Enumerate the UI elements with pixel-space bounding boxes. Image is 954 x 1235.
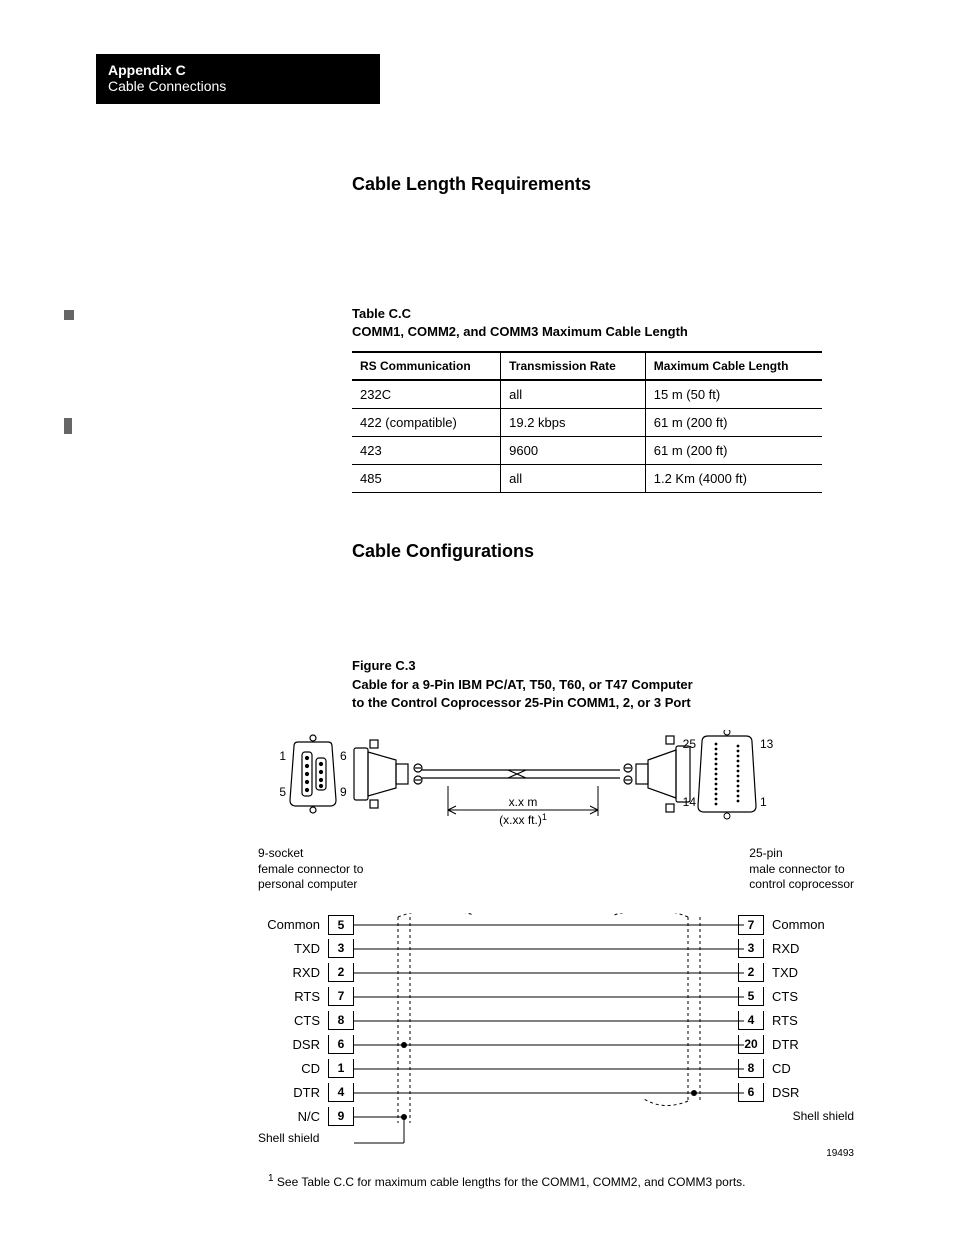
- figure-title-1: Cable for a 9-Pin IBM PC/AT, T50, T60, o…: [352, 677, 693, 692]
- table-id: Table C.C: [352, 306, 411, 321]
- table-row: 422 (compatible) 19.2 kbps 61 m (200 ft): [352, 409, 822, 437]
- appendix-title: Appendix C: [108, 62, 368, 78]
- cable-diagram: 1 6 5 9: [258, 730, 854, 840]
- figure-number-small: 19493: [826, 1148, 854, 1159]
- figure-area: 1 6 5 9: [258, 730, 854, 1189]
- footnote-text: See Table C.C for maximum cable lengths …: [277, 1175, 746, 1189]
- page-header: Appendix C Cable Connections: [96, 54, 380, 104]
- table-row: 485 all 1.2 Km (4000 ft): [352, 465, 822, 493]
- pinout-diagram: Common5 TXD3 RXD2 RTS7 CTS8 DSR6 CD1 DTR…: [258, 913, 854, 1153]
- left-connector-label: 9-socket female connector to personal co…: [258, 846, 363, 893]
- svg-text:14: 14: [683, 795, 697, 809]
- table-row: 423 9600 61 m (200 ft): [352, 437, 822, 465]
- figure-title-2: to the Control Coprocessor 25-Pin COMM1,…: [352, 695, 691, 710]
- heading-cable-length: Cable Length Requirements: [352, 174, 844, 195]
- shell-shield-left: Shell shield: [258, 1131, 319, 1145]
- shell-shield-right: Shell shield: [793, 1109, 854, 1123]
- svg-text:1: 1: [279, 749, 286, 763]
- table-caption: Table C.C COMM1, COMM2, and COMM3 Maximu…: [352, 305, 844, 341]
- pinout-right: 7Common 3RXD 2TXD 5CTS 4RTS 20DTR 8CD 6D…: [738, 913, 854, 1105]
- footnote-marker: 1: [268, 1173, 274, 1184]
- svg-text:13: 13: [760, 737, 774, 751]
- right-connector-label: 25-pin male connector to control coproce…: [749, 846, 854, 893]
- pinout-left: Common5 TXD3 RXD2 RTS7 CTS8 DSR6 CD1 DTR…: [258, 913, 354, 1129]
- col-rs: RS Communication: [352, 352, 501, 380]
- heading-cable-config: Cable Configurations: [352, 541, 844, 562]
- col-rate: Transmission Rate: [501, 352, 646, 380]
- svg-text:6: 6: [340, 749, 347, 763]
- figure-id: Figure C.3: [352, 658, 416, 673]
- svg-text:x.x m: x.x m: [509, 795, 538, 809]
- svg-text:9: 9: [340, 785, 347, 799]
- table-row: 232C all 15 m (50 ft): [352, 380, 822, 409]
- table-title: COMM1, COMM2, and COMM3 Maximum Cable Le…: [352, 324, 688, 339]
- col-max: Maximum Cable Length: [645, 352, 822, 380]
- svg-text:5: 5: [279, 785, 286, 799]
- svg-text:(x.xx ft.)1: (x.xx ft.)1: [499, 812, 547, 827]
- cable-length-table: RS Communication Transmission Rate Maxim…: [352, 351, 822, 493]
- figure-caption: Figure C.3 Cable for a 9-Pin IBM PC/AT, …: [352, 657, 844, 712]
- svg-text:1: 1: [760, 795, 767, 809]
- table-header-row: RS Communication Transmission Rate Maxim…: [352, 352, 822, 380]
- connector-labels: 9-socket female connector to personal co…: [258, 846, 854, 893]
- wiring-lines: [354, 913, 754, 1153]
- footnote: 1 See Table C.C for maximum cable length…: [268, 1173, 854, 1189]
- section-title: Cable Connections: [108, 78, 368, 94]
- svg-text:25: 25: [683, 737, 697, 751]
